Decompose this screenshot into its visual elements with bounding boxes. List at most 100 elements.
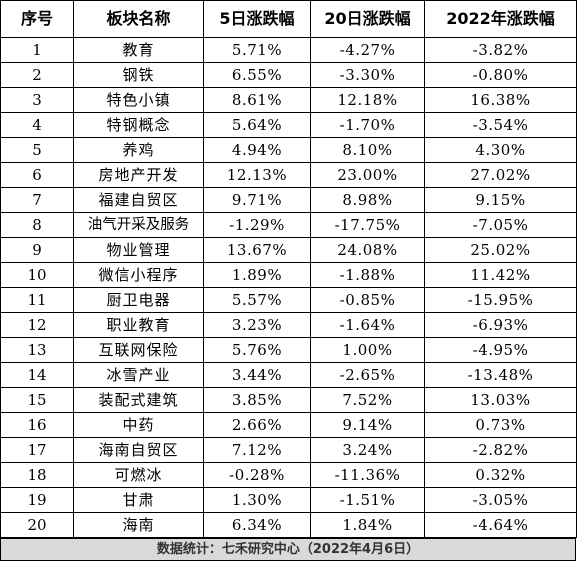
row-index: 4 [0,112,74,138]
sector-name: 海南自贸区 [73,437,204,463]
change-20day: 12.18% [310,87,425,113]
change-2022: -6.93% [424,312,577,338]
change-2022: -4.64% [424,512,577,538]
change-20day: 24.08% [310,237,425,263]
change-2022: -7.05% [424,212,577,238]
table-row: 4 特钢概念 5.64% -1.70% -3.54% [0,112,577,138]
change-5day: 1.89% [203,262,311,288]
change-20day: 3.24% [310,437,425,463]
row-index: 17 [0,437,74,463]
sector-name: 油气开采及服务 [73,212,204,238]
change-20day: -1.51% [310,487,425,513]
sector-name: 特钢概念 [73,112,204,138]
change-2022: -3.82% [424,37,577,63]
sector-name: 微信小程序 [73,262,204,288]
header-2022-change: 2022年涨跌幅 [424,0,577,38]
table-row: 7 福建自贸区 9.71% 8.98% 9.15% [0,187,577,213]
row-index: 18 [0,462,74,488]
row-index: 6 [0,162,74,188]
row-index: 19 [0,487,74,513]
change-5day: 5.57% [203,287,311,313]
change-5day: 6.55% [203,62,311,88]
sector-name: 可燃冰 [73,462,204,488]
change-5day: 4.94% [203,137,311,163]
table-row: 19 甘肃 1.30% -1.51% -3.05% [0,487,577,513]
change-2022: 27.02% [424,162,577,188]
row-index: 15 [0,387,74,413]
row-index: 8 [0,212,74,238]
change-5day: 3.23% [203,312,311,338]
row-index: 9 [0,237,74,263]
change-2022: -2.82% [424,437,577,463]
header-index: 序号 [0,0,74,38]
table-row: 9 物业管理 13.67% 24.08% 25.02% [0,237,577,263]
sector-name: 教育 [73,37,204,63]
change-2022: -0.80% [424,62,577,88]
change-2022: 13.03% [424,387,577,413]
sector-name: 装配式建筑 [73,387,204,413]
table-row: 15 装配式建筑 3.85% 7.52% 13.03% [0,387,577,413]
change-5day: -1.29% [203,212,311,238]
row-index: 5 [0,137,74,163]
table-row: 11 厨卫电器 5.57% -0.85% -15.95% [0,287,577,313]
change-20day: -1.70% [310,112,425,138]
change-20day: -1.64% [310,312,425,338]
sector-name: 特色小镇 [73,87,204,113]
table-row: 6 房地产开发 12.13% 23.00% 27.02% [0,162,577,188]
change-20day: 8.10% [310,137,425,163]
table-row: 17 海南自贸区 7.12% 3.24% -2.82% [0,437,577,463]
row-index: 1 [0,37,74,63]
header-5day-change: 5日涨跌幅 [203,0,311,38]
change-2022: -15.95% [424,287,577,313]
change-5day: 8.61% [203,87,311,113]
sector-name: 冰雪产业 [73,362,204,388]
sector-name: 物业管理 [73,237,204,263]
change-2022: 0.32% [424,462,577,488]
change-5day: 1.30% [203,487,311,513]
change-5day: -0.28% [203,462,311,488]
header-row: 序号 板块名称 5日涨跌幅 20日涨跌幅 2022年涨跌幅 [0,0,577,38]
table-row: 20 海南 6.34% 1.84% -4.64% [0,512,577,538]
change-20day: -0.85% [310,287,425,313]
sector-name: 中药 [73,412,204,438]
change-5day: 7.12% [203,437,311,463]
table-row: 14 冰雪产业 3.44% -2.65% -13.48% [0,362,577,388]
change-5day: 5.76% [203,337,311,363]
sector-name: 福建自贸区 [73,187,204,213]
sector-name: 厨卫电器 [73,287,204,313]
change-2022: -3.54% [424,112,577,138]
change-20day: 23.00% [310,162,425,188]
row-index: 13 [0,337,74,363]
sector-name: 海南 [73,512,204,538]
table-row: 2 钢铁 6.55% -3.30% -0.80% [0,62,577,88]
change-2022: 11.42% [424,262,577,288]
change-5day: 2.66% [203,412,311,438]
change-5day: 12.13% [203,162,311,188]
row-index: 10 [0,262,74,288]
table-row: 10 微信小程序 1.89% -1.88% 11.42% [0,262,577,288]
row-index: 2 [0,62,74,88]
table-row: 16 中药 2.66% 9.14% 0.73% [0,412,577,438]
change-5day: 9.71% [203,187,311,213]
sector-name: 互联网保险 [73,337,204,363]
change-20day: 1.00% [310,337,425,363]
change-5day: 3.85% [203,387,311,413]
header-sector-name: 板块名称 [73,0,204,38]
sector-name: 甘肃 [73,487,204,513]
sector-name: 钢铁 [73,62,204,88]
change-5day: 13.67% [203,237,311,263]
sector-name: 职业教育 [73,312,204,338]
row-index: 12 [0,312,74,338]
table-row: 5 养鸡 4.94% 8.10% 4.30% [0,137,577,163]
change-20day: -4.27% [310,37,425,63]
sector-name: 养鸡 [73,137,204,163]
sector-performance-table: 序号 板块名称 5日涨跌幅 20日涨跌幅 2022年涨跌幅 1 教育 5.71% -4… [0,0,577,538]
change-2022: 4.30% [424,137,577,163]
header-20day-change: 20日涨跌幅 [310,0,425,38]
table-row: 8 油气开采及服务 -1.29% -17.75% -7.05% [0,212,577,238]
table-row: 12 职业教育 3.23% -1.64% -6.93% [0,312,577,338]
change-2022: -4.95% [424,337,577,363]
change-20day: -3.30% [310,62,425,88]
change-20day: -2.65% [310,362,425,388]
row-index: 16 [0,412,74,438]
